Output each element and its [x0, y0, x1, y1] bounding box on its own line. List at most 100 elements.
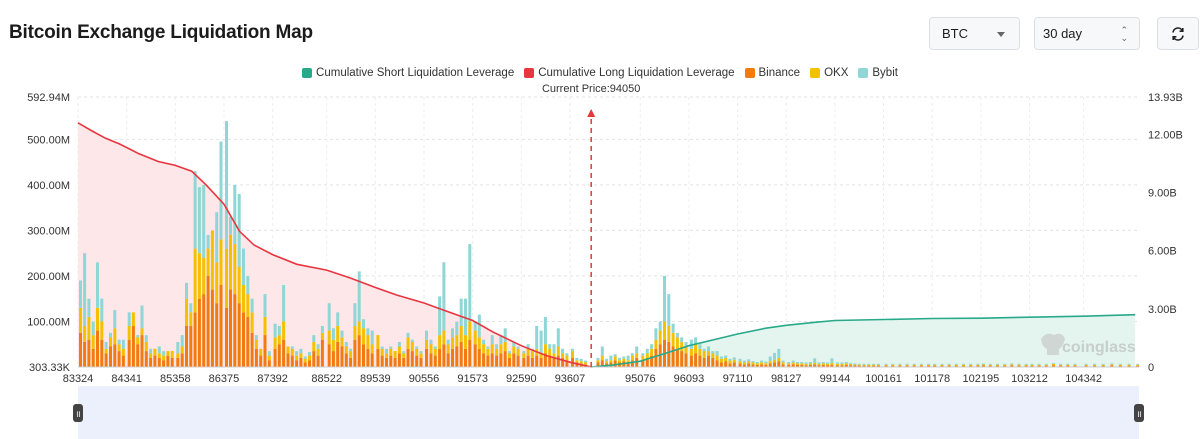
bar-okx [707, 351, 710, 356]
refresh-button[interactable] [1157, 17, 1199, 50]
bar-okx [719, 358, 723, 363]
y-left-tick-label: 500.00M [27, 134, 70, 146]
bar-bybit [273, 323, 277, 338]
bar-bybit [947, 363, 951, 365]
bar-okx [849, 363, 853, 366]
bar-bybit [742, 360, 746, 363]
bar-bybit [1110, 363, 1114, 365]
bar-okx [548, 348, 552, 356]
bar-binance [225, 307, 228, 367]
bar-okx [144, 342, 148, 352]
bar-binance [473, 344, 477, 367]
bar-bybit [933, 363, 937, 365]
legend-item-binance[interactable]: Binance [744, 67, 801, 79]
bar-binance [791, 364, 795, 367]
bar-okx [455, 335, 459, 347]
x-tick-label: 103212 [1011, 373, 1048, 385]
range-slider-right-handle[interactable]: ॥ [1134, 404, 1144, 422]
bar-binance [451, 348, 454, 367]
bar-okx [83, 326, 87, 342]
short-area [591, 314, 1136, 367]
bar-binance [1110, 365, 1114, 367]
bar-okx [1052, 363, 1055, 366]
range-slider-left-handle[interactable]: ॥ [73, 404, 83, 422]
bar-bybit [650, 344, 654, 349]
refresh-icon [1172, 26, 1184, 41]
bar-okx [645, 353, 649, 358]
bar-binance [197, 298, 201, 367]
bar-binance [299, 357, 303, 367]
bar-bybit [233, 184, 237, 245]
bar-bybit [144, 335, 148, 342]
bar-bybit [867, 363, 871, 365]
bar-bybit [336, 312, 340, 327]
bar-binance [290, 355, 294, 367]
legend-item-okx[interactable]: OKX [810, 67, 848, 79]
bar-bybit [1101, 363, 1105, 365]
coin-select[interactable]: BTC [929, 17, 1020, 50]
bar-okx [242, 285, 245, 313]
bar-okx [446, 344, 450, 354]
bar-okx [503, 342, 507, 352]
bar-binance [981, 365, 985, 367]
bar-okx [919, 364, 923, 366]
bar-okx [320, 332, 324, 340]
range-slider-track[interactable] [78, 386, 1139, 439]
bar-okx [732, 359, 736, 363]
bar-okx [804, 363, 808, 366]
x-tick-label: 104342 [1065, 373, 1102, 385]
bar-binance [641, 360, 645, 367]
bar-bybit [905, 363, 909, 365]
bar-binance [526, 355, 530, 367]
bar-okx [91, 335, 95, 349]
bar-binance [575, 362, 579, 367]
bar-binance [844, 364, 848, 367]
bar-okx [1110, 364, 1114, 366]
range-select[interactable]: 30 day ⌃ ⌄ [1034, 17, 1140, 50]
bar-okx [303, 358, 307, 363]
bar-okx [385, 353, 388, 358]
bar-bybit [808, 362, 812, 364]
bar-bybit [246, 275, 250, 295]
bar-okx [618, 360, 621, 363]
bar-bybit [83, 253, 87, 327]
bar-okx [490, 344, 494, 354]
bar-okx [724, 357, 728, 362]
bar-binance [303, 362, 307, 367]
bar-bybit [817, 362, 821, 364]
bar-binance [671, 346, 675, 367]
bar-binance [543, 353, 547, 367]
bar-binance [149, 357, 153, 367]
bar-okx [299, 353, 303, 358]
bar-bybit [969, 363, 973, 365]
x-tick-label: 99144 [820, 373, 851, 385]
bar-okx [486, 348, 490, 356]
bar-okx [237, 266, 241, 304]
bar-binance [277, 344, 281, 367]
legend-item-bybit[interactable]: Bybit [858, 67, 898, 79]
bar-bybit [290, 346, 294, 349]
bar-okx [947, 364, 951, 366]
bar-bybit [773, 352, 776, 360]
bar-binance [835, 365, 839, 367]
bar-okx [808, 363, 812, 365]
legend-item-long[interactable]: Cumulative Long Liquidation Leverage [524, 67, 735, 79]
chart-legend: Cumulative Short Liquidation Leverage Cu… [0, 67, 1200, 79]
legend-label: Binance [758, 67, 801, 79]
bar-okx [596, 360, 600, 363]
y-left-tick-label: 100.00M [27, 316, 70, 328]
legend-item-short[interactable]: Cumulative Short Liquidation Leverage [302, 67, 514, 79]
bar-bybit [468, 244, 472, 322]
bar-binance [1093, 365, 1097, 367]
bar-binance [919, 365, 923, 367]
x-axis: 83324 84341 85358 86375 87392 88522 89539 90556… [63, 366, 1139, 385]
bar-bybit [157, 346, 161, 354]
bar-binance [556, 355, 560, 367]
bar-bybit [495, 344, 499, 349]
bar-binance [530, 357, 534, 367]
bar-bybit [127, 312, 131, 327]
bar-binance [830, 364, 834, 367]
bar-binance [1101, 365, 1105, 367]
bar-binance [83, 342, 87, 367]
bar-okx [530, 351, 534, 358]
